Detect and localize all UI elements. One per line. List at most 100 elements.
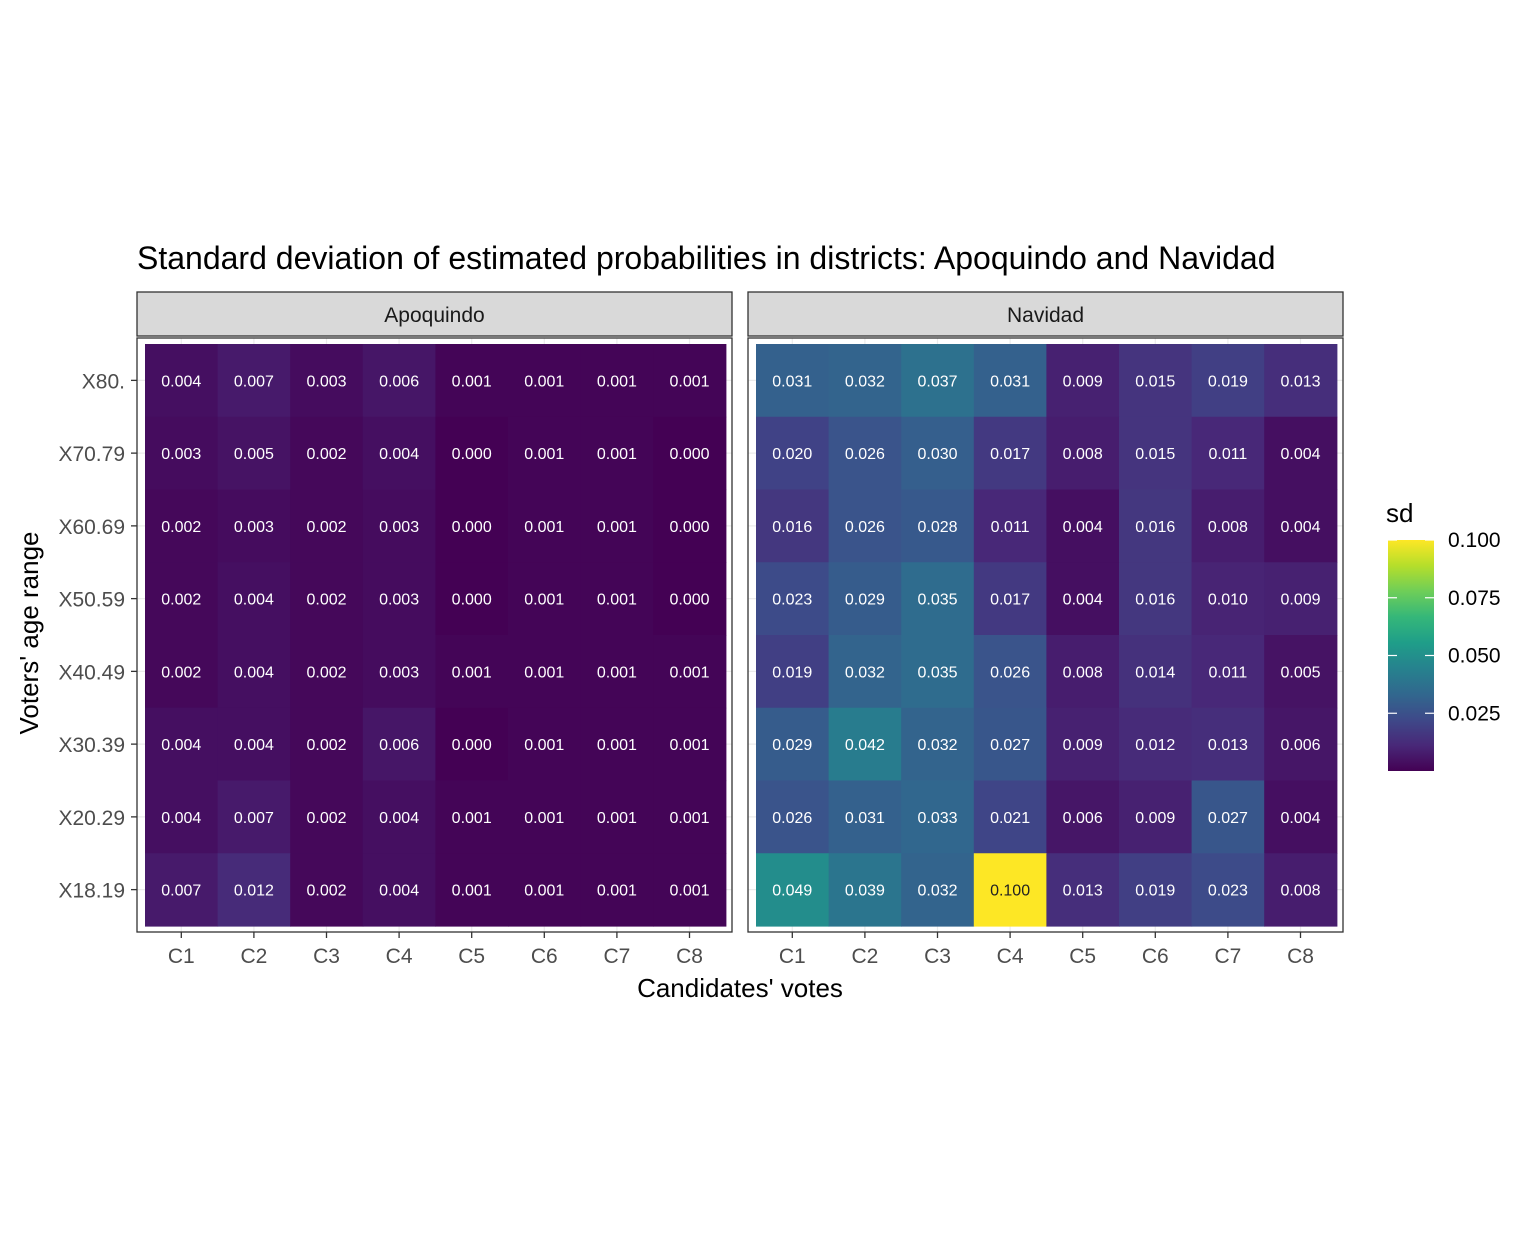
x-tick-label: C3: [924, 945, 951, 968]
facet-panel-navidad: Navidad 0.031 0.032 0.037 0.031 0.009 0.015 0.0…: [747, 291, 1344, 968]
heatmap-cell: [217, 780, 291, 854]
cell-value-label: 0.004: [379, 810, 419, 827]
heatmap-cell: [973, 635, 1047, 709]
cell-value-label: 0.000: [669, 519, 709, 536]
chart-title: Standard deviation of estimated probabil…: [137, 240, 1275, 276]
heatmap-cell: [508, 489, 582, 563]
cell-value-label: 0.023: [1208, 883, 1248, 900]
heatmap-cell: [508, 562, 582, 636]
heatmap-cell: [362, 344, 436, 418]
heatmap-cell: [435, 853, 509, 927]
heatmap-cell: [973, 416, 1047, 491]
cell-value-label: 0.002: [306, 446, 346, 463]
heatmap-cell: [508, 853, 582, 927]
cell-value-label: 0.004: [1280, 446, 1320, 463]
cell-value-label: 0.004: [1063, 592, 1103, 609]
cell-value-label: 0.001: [669, 883, 709, 900]
heatmap-cell: [1119, 416, 1193, 491]
heatmap-cell: [973, 853, 1047, 927]
cell-value-label: 0.016: [1135, 519, 1175, 536]
heatmap-cell: [973, 489, 1047, 563]
y-tick-label: X70.79: [58, 443, 125, 466]
cell-value-label: 0.004: [1280, 810, 1320, 827]
heatmap-cell: [653, 635, 727, 709]
heatmap-cell: [653, 707, 727, 782]
x-tick-label: C5: [458, 945, 485, 968]
cell-value-label: 0.004: [234, 737, 274, 754]
heatmap-cell: [901, 853, 975, 927]
cell-value-label: 0.031: [772, 373, 812, 390]
heatmap-cell: [580, 853, 654, 927]
heatmap-cell: [1191, 780, 1265, 854]
cell-value-label: 0.002: [306, 592, 346, 609]
heatmap-cell: [435, 562, 509, 636]
cell-value-label: 0.032: [845, 373, 885, 390]
heatmap-cell: [435, 344, 509, 418]
cell-value-label: 0.001: [452, 883, 492, 900]
cell-value-label: 0.001: [452, 810, 492, 827]
heatmap-cell: [756, 344, 830, 418]
heatmap-cell: [217, 562, 291, 636]
facet-strip: [136, 291, 733, 337]
cell-value-label: 0.001: [669, 664, 709, 681]
heatmap-cell: [1119, 562, 1193, 636]
y-tick-label: X50.59: [58, 589, 125, 612]
cell-value-label: 0.006: [1063, 810, 1103, 827]
y-tick-label: X40.49: [58, 661, 125, 684]
x-tick-label: C5: [1069, 945, 1096, 968]
x-tick-label: C8: [676, 945, 703, 968]
cell-value-label: 0.021: [990, 810, 1030, 827]
heatmap-cell: [1264, 416, 1338, 491]
heatmap-cell: [653, 489, 727, 563]
cell-value-label: 0.001: [524, 810, 564, 827]
heatmap-cell: [828, 707, 902, 782]
heatmap-cell: [580, 635, 654, 709]
cell-value-label: 0.001: [524, 446, 564, 463]
cell-value-label: 0.007: [161, 883, 201, 900]
heatmap-cell: [508, 635, 582, 709]
cell-value-label: 0.031: [845, 810, 885, 827]
heatmap-cell: [217, 416, 291, 491]
x-tick-label: C2: [240, 945, 267, 968]
heatmap-cell: [145, 562, 219, 636]
x-tick-label: C4: [997, 945, 1024, 968]
cell-value-label: 0.001: [669, 810, 709, 827]
cell-value-label: 0.001: [597, 519, 637, 536]
heatmap-cell: [290, 635, 364, 709]
legend-title: sd: [1386, 498, 1413, 528]
cell-value-label: 0.002: [306, 883, 346, 900]
heatmap-cell: [901, 707, 975, 782]
heatmap-cell: [756, 562, 830, 636]
heatmap-cell: [1046, 780, 1120, 854]
cell-value-label: 0.002: [161, 664, 201, 681]
cell-value-label: 0.032: [917, 883, 957, 900]
heatmap-cell: [1191, 562, 1265, 636]
heatmap-cell: [435, 635, 509, 709]
heatmap-cell: [217, 489, 291, 563]
heatmap-cell: [901, 416, 975, 491]
cell-value-label: 0.004: [234, 592, 274, 609]
heatmap-cell: [435, 780, 509, 854]
cell-value-label: 0.019: [772, 664, 812, 681]
heatmap-cell: [1191, 707, 1265, 782]
y-tick-label: X30.39: [58, 734, 125, 757]
heatmap-cell: [973, 780, 1047, 854]
x-tick-label: C7: [1214, 945, 1241, 968]
heatmap-cell: [756, 489, 830, 563]
heatmap-cell: [973, 707, 1047, 782]
cell-value-label: 0.002: [306, 737, 346, 754]
cell-value-label: 0.010: [1208, 592, 1248, 609]
cell-value-label: 0.004: [1280, 519, 1320, 536]
cell-value-label: 0.029: [845, 592, 885, 609]
cell-value-label: 0.005: [234, 446, 274, 463]
heatmap-cell: [828, 780, 902, 854]
cell-value-label: 0.000: [452, 446, 492, 463]
heatmap-cell: [1264, 707, 1338, 782]
x-tick-label: C7: [603, 945, 630, 968]
panel-border: [136, 337, 733, 933]
x-tick-label: C8: [1287, 945, 1314, 968]
cell-value-label: 0.008: [1063, 446, 1103, 463]
y-tick-label: X60.69: [58, 516, 125, 539]
cell-value-label: 0.037: [917, 373, 957, 390]
